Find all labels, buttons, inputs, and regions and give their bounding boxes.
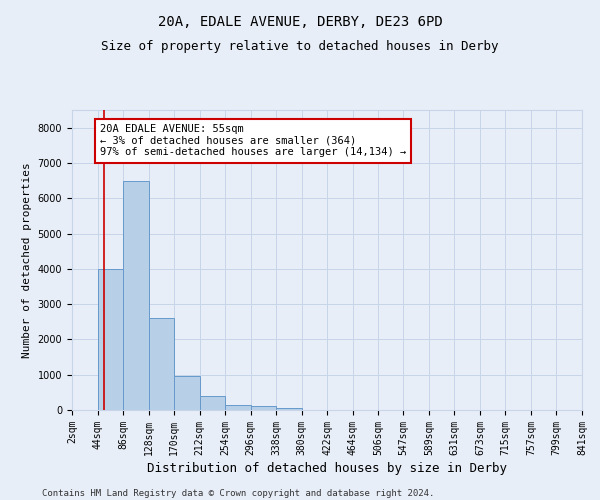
- Text: 20A, EDALE AVENUE, DERBY, DE23 6PD: 20A, EDALE AVENUE, DERBY, DE23 6PD: [158, 15, 442, 29]
- Bar: [174, 376, 200, 410]
- Text: Contains HM Land Registry data © Crown copyright and database right 2024.: Contains HM Land Registry data © Crown c…: [42, 488, 434, 498]
- Bar: [98, 269, 123, 410]
- X-axis label: Distribution of detached houses by size in Derby: Distribution of detached houses by size …: [147, 462, 507, 475]
- Bar: [200, 396, 225, 410]
- Y-axis label: Number of detached properties: Number of detached properties: [22, 162, 32, 358]
- Bar: [251, 406, 276, 410]
- Text: 20A EDALE AVENUE: 55sqm
← 3% of detached houses are smaller (364)
97% of semi-de: 20A EDALE AVENUE: 55sqm ← 3% of detached…: [100, 124, 406, 158]
- Bar: [225, 404, 251, 410]
- Text: Size of property relative to detached houses in Derby: Size of property relative to detached ho…: [101, 40, 499, 53]
- Bar: [276, 408, 302, 410]
- Bar: [149, 318, 174, 410]
- Bar: [123, 180, 149, 410]
